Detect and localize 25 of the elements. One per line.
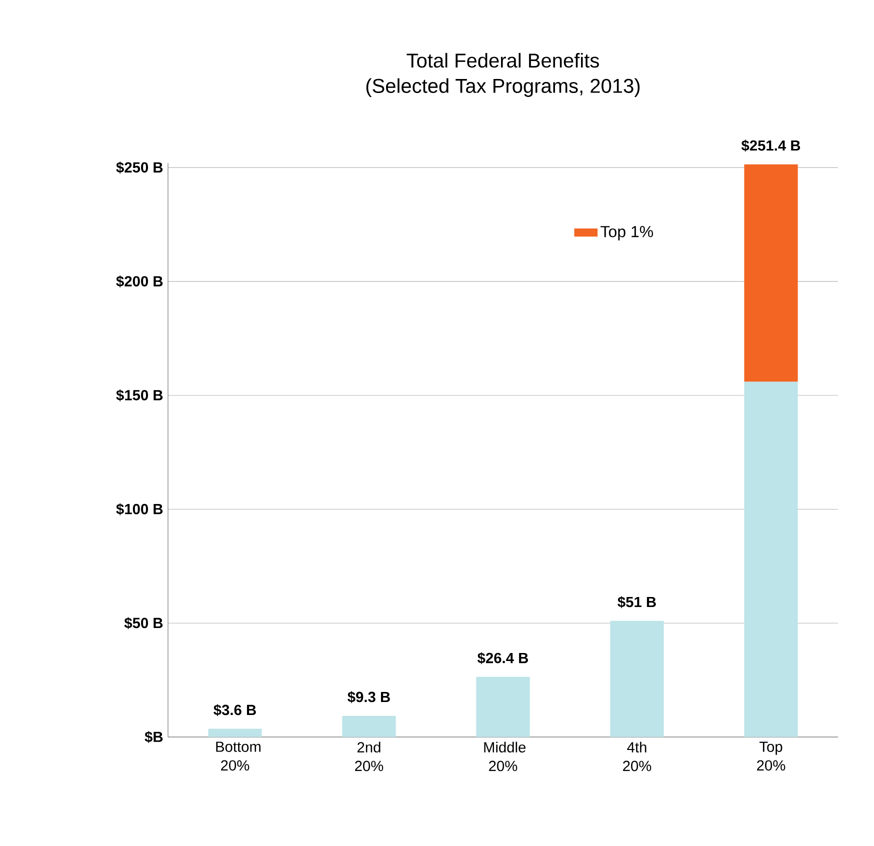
- y-tick-label: $50 B: [124, 617, 163, 630]
- total-label: $51 B: [618, 596, 656, 608]
- y-tick-label: $250 B: [116, 162, 163, 174]
- bar: [744, 382, 798, 737]
- bar: [208, 728, 262, 737]
- x-tick-label: Middle 20%: [484, 742, 526, 772]
- y-tick-label: $200 B: [116, 275, 163, 288]
- bar: [476, 676, 530, 737]
- legend-label: Top 1%: [600, 226, 654, 240]
- total-label: $26.4 B: [478, 652, 528, 664]
- bar: [744, 164, 798, 382]
- total-label: $251.4 B: [741, 140, 800, 152]
- x-tick-label: 2nd 20%: [355, 742, 384, 772]
- y-tick-label: $100 B: [116, 503, 163, 516]
- x-tick-label: 4th 20%: [623, 742, 652, 772]
- y-tick-label: $150 B: [116, 389, 163, 402]
- x-tick-label: Bottom 20%: [216, 742, 260, 771]
- total-label: $3.6 B: [214, 704, 256, 716]
- total-label: $9.3 B: [348, 691, 390, 704]
- bar: [610, 620, 664, 737]
- chart-title: Total Federal Benefits: [406, 52, 599, 68]
- x-tick-label: Top 20%: [757, 742, 786, 771]
- chart-subtitle: (Selected Tax Programs, 2013): [366, 78, 640, 97]
- y-tick-label: $B: [144, 731, 163, 743]
- bar: [342, 716, 396, 737]
